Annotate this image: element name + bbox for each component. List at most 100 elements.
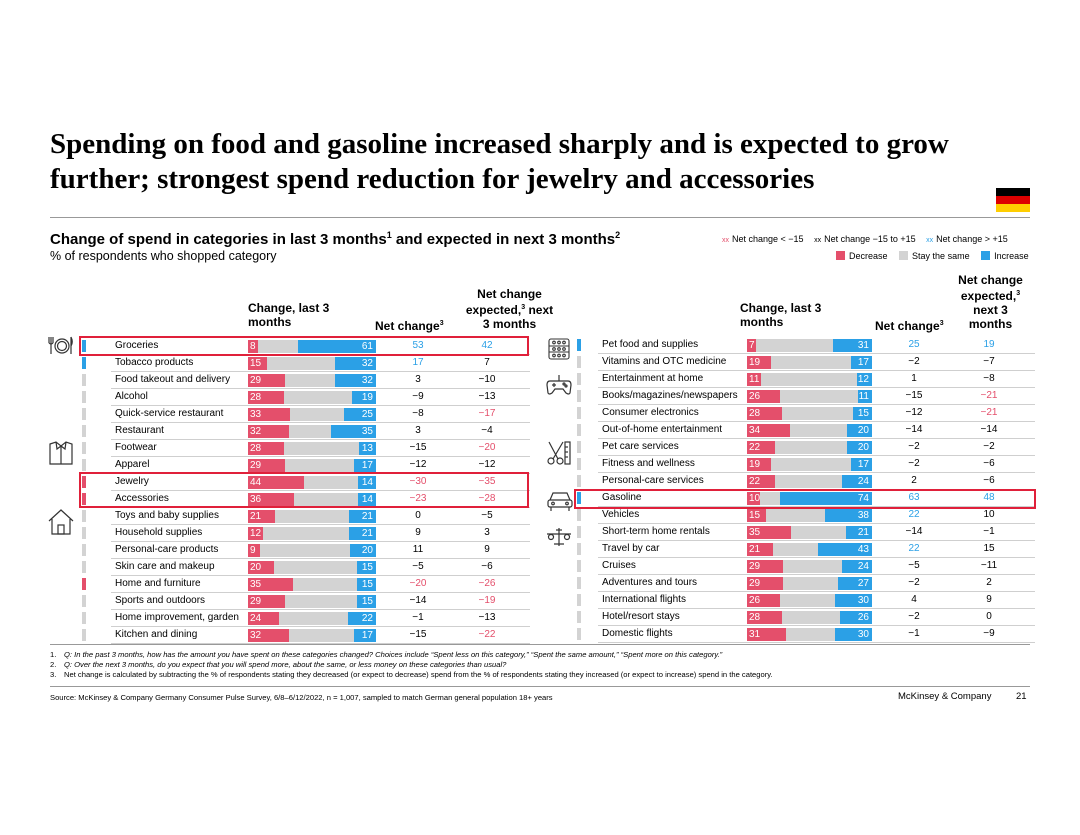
bar-decrease: 11	[747, 373, 761, 386]
trend-indicator	[577, 560, 581, 572]
highlight-gasoline	[574, 489, 1036, 509]
bar-decrease: 26	[747, 594, 780, 607]
bar-decrease: 15	[248, 357, 268, 370]
net-expected-value: −9	[983, 628, 995, 639]
trend-indicator	[82, 612, 86, 624]
footnote-3: 3. Net change is calculated by subtractin…	[50, 670, 773, 679]
bar-increase: 22	[347, 612, 376, 625]
left-row-home-and-furniture: Home and furniture 35 15 −20 −26	[80, 576, 530, 593]
stacked-bar: 34 20	[747, 424, 872, 437]
net-expected-value: −28	[478, 493, 496, 504]
bar-increase: 30	[834, 628, 872, 641]
bar-decrease: 19	[747, 356, 771, 369]
trend-indicator	[82, 374, 86, 386]
bar-decrease: 22	[747, 475, 775, 488]
bar-same	[283, 442, 360, 455]
net-change-value: 53	[412, 340, 424, 351]
bar-same	[283, 391, 352, 404]
row-divider	[111, 422, 530, 423]
net-expected-value: −4	[481, 425, 493, 436]
bar-increase: 38	[824, 509, 872, 522]
trend-indicator	[82, 442, 86, 454]
net-change-value: −12	[905, 407, 923, 418]
stacked-bar: 26 11	[747, 390, 872, 403]
stacked-bar: 29 32	[248, 374, 376, 387]
stacked-bar: 29 15	[248, 595, 376, 608]
net-expected-value: −11	[980, 560, 998, 571]
bar-increase: 32	[335, 357, 376, 370]
bar-decrease: 28	[248, 391, 284, 404]
category-label: Consumer electronics	[602, 407, 699, 418]
trend-indicator	[82, 425, 86, 437]
stacked-bar: 36 14	[248, 493, 376, 506]
stacked-bar: 32 17	[248, 629, 376, 642]
row-divider	[111, 456, 530, 457]
bar-decrease: 21	[248, 510, 275, 523]
stacked-bar: 9 20	[248, 544, 376, 557]
highlight-jewelry-accessories	[79, 472, 529, 508]
net-expected-value: 7	[484, 357, 490, 368]
right-row-cruises: Cruises 29 24 −5 −11	[575, 558, 1035, 575]
right-row-domestic-flights: Domestic flights 31 30 −1 −9	[575, 626, 1035, 643]
header-net-expected-left: Net change expected,3 next 3 months	[465, 287, 554, 331]
legend-net-change: xx Net change < −15 xx Net change −15 to +…	[722, 234, 1008, 244]
trend-indicator	[82, 595, 86, 607]
category-label: Apparel	[115, 459, 150, 470]
highlight-groceries	[79, 336, 529, 356]
category-label: Vitamins and OTC medicine	[602, 356, 727, 367]
trend-indicator	[82, 561, 86, 573]
net-expected-value: 9	[484, 544, 490, 555]
row-divider	[111, 439, 530, 440]
net-expected-value: 9	[986, 594, 992, 605]
bar-same	[267, 357, 336, 370]
page-title: Spending on food and gasoline increased …	[50, 128, 949, 195]
header-net-expected-right: Net change expected,3 next 3 months	[958, 273, 1023, 331]
net-change-value: −8	[412, 408, 424, 419]
stacked-bar: 21 43	[747, 543, 872, 556]
net-expected-value: −21	[980, 407, 998, 418]
bar-same	[259, 544, 351, 557]
bar-same	[789, 424, 847, 437]
stacked-bar: 35 15	[248, 578, 376, 591]
source-divider	[50, 686, 1030, 687]
category-label: Pet care services	[602, 441, 679, 452]
bar-decrease: 29	[248, 374, 286, 387]
footnote-1: 1. Q: In the past 3 months, how has the a…	[50, 650, 723, 659]
row-divider	[598, 557, 1035, 558]
bar-increase: 25	[343, 408, 376, 421]
row-divider	[598, 472, 1035, 473]
bar-decrease: 28	[248, 442, 284, 455]
right-row-out-of-home-entertainment: Out-of-home entertainment 34 20 −14 −14	[575, 422, 1035, 439]
category-label: Short-term home rentals	[602, 526, 710, 537]
category-label: International flights	[602, 594, 686, 605]
trend-indicator	[82, 357, 86, 369]
trend-indicator	[82, 408, 86, 420]
bar-increase: 30	[834, 594, 872, 607]
right-row-entertainment-at-home: Entertainment at home 11 12 1 −8	[575, 371, 1035, 388]
left-row-footwear: Footwear 28 13 −15 −20	[80, 440, 530, 457]
trend-indicator	[577, 373, 581, 385]
row-divider	[598, 404, 1035, 405]
stacked-bar: 33 25	[248, 408, 376, 421]
net-expected-value: −8	[983, 373, 995, 384]
left-row-kitchen-and-dining: Kitchen and dining 32 17 −15 −22	[80, 627, 530, 644]
net-expected-value: −14	[980, 424, 998, 435]
net-expected-value: −13	[478, 391, 496, 402]
bar-increase: 21	[349, 527, 376, 540]
bar-decrease: 21	[747, 543, 774, 556]
bar-increase: 24	[842, 475, 872, 488]
right-row-books-magazines-newspapers: Books/magazines/newspapers 26 11 −15 −21	[575, 388, 1035, 405]
footnotes: 1. Q: In the past 3 months, how has the a…	[50, 650, 773, 680]
bar-same	[292, 578, 357, 591]
row-divider	[111, 490, 530, 491]
bar-decrease: 28	[747, 407, 782, 420]
net-change-value: 63	[908, 492, 920, 503]
row-divider	[111, 405, 530, 406]
bar-same	[285, 459, 355, 472]
bar-increase: 12	[857, 373, 872, 386]
category-label: Food takeout and delivery	[115, 374, 231, 385]
stacked-bar: 28 19	[248, 391, 376, 404]
net-expected-value: 48	[983, 492, 995, 503]
bar-decrease: 8	[248, 340, 259, 353]
cutlery-plate-icon	[48, 336, 73, 354]
